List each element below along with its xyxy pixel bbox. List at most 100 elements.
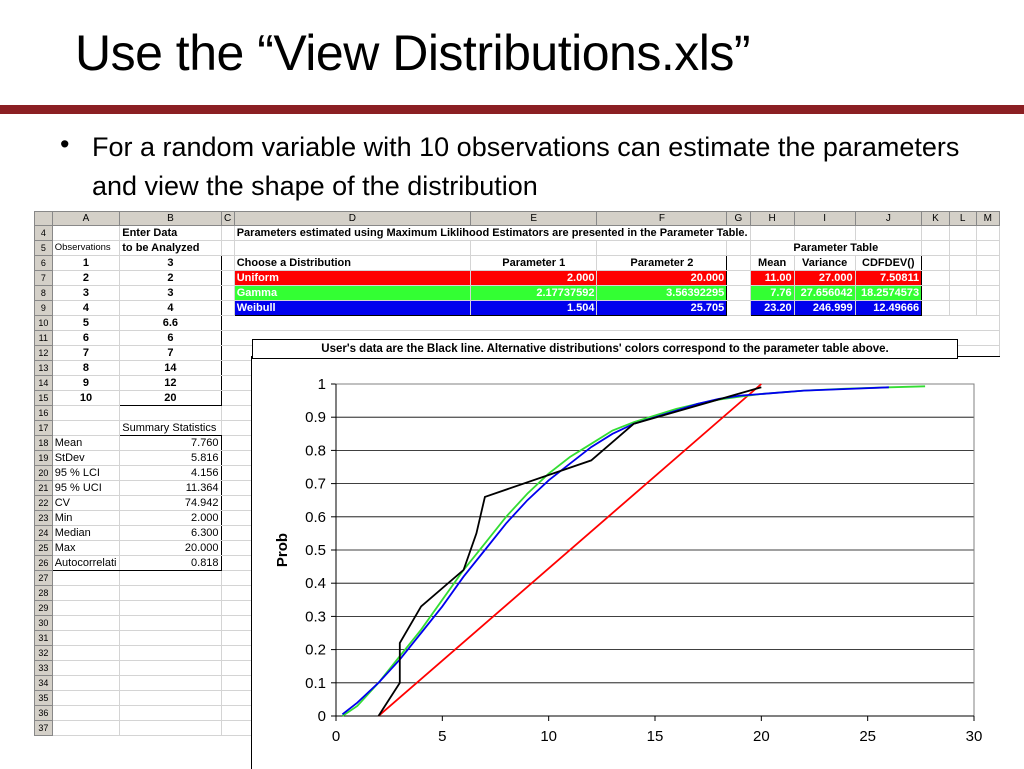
cell[interactable] <box>52 705 121 722</box>
cell[interactable] <box>119 690 222 707</box>
cell[interactable] <box>119 585 222 602</box>
row-header[interactable]: 30 <box>34 615 53 632</box>
cell[interactable] <box>921 255 950 272</box>
cell[interactable] <box>726 285 751 302</box>
uniform-cdfdev[interactable]: 7.50811 <box>855 270 923 287</box>
gamma-cdfdev[interactable]: 18.2574573 <box>855 285 923 302</box>
cell[interactable] <box>52 600 121 617</box>
cell[interactable] <box>52 630 121 647</box>
summary-value[interactable]: 20.000 <box>119 540 222 557</box>
cell[interactable] <box>921 270 950 287</box>
weibull-param2[interactable]: 25.705 <box>596 300 728 317</box>
cell[interactable] <box>976 285 1000 302</box>
uniform-mean[interactable]: 11.00 <box>749 270 795 287</box>
obs-number[interactable]: 8 <box>52 360 121 377</box>
row-header[interactable]: 13 <box>34 360 53 377</box>
summary-label[interactable]: StDev <box>51 450 121 467</box>
obs-number[interactable]: 2 <box>52 270 121 287</box>
cell[interactable] <box>221 315 1000 332</box>
cell[interactable] <box>221 270 235 287</box>
row-header[interactable]: 19 <box>34 450 53 467</box>
column-header[interactable]: M <box>975 211 1000 227</box>
cell[interactable] <box>119 645 222 662</box>
row-header[interactable]: 36 <box>34 705 53 722</box>
cell[interactable] <box>52 720 121 737</box>
cell[interactable] <box>52 420 121 437</box>
summary-label[interactable]: 95 % LCI <box>51 465 121 482</box>
column-header[interactable]: F <box>596 211 728 227</box>
cell[interactable] <box>52 675 121 692</box>
cell[interactable] <box>52 570 121 587</box>
row-header[interactable]: 29 <box>34 600 53 617</box>
column-header[interactable]: I <box>793 211 856 227</box>
gamma-param1[interactable]: 2.17737592 <box>470 285 598 302</box>
row-header[interactable]: 10 <box>34 315 53 332</box>
column-header[interactable]: B <box>119 211 222 227</box>
enter-data-label[interactable]: Enter Data <box>119 225 222 242</box>
uniform-param1[interactable]: 2.000 <box>470 270 598 287</box>
row-header[interactable]: 16 <box>34 405 53 422</box>
obs-value[interactable]: 6.6 <box>119 315 222 332</box>
row-header[interactable]: 24 <box>34 525 53 542</box>
cell[interactable] <box>119 705 222 722</box>
cell[interactable] <box>976 225 1000 242</box>
parameter-table-title[interactable]: Parameter Table <box>750 240 923 257</box>
obs-number[interactable]: 9 <box>52 375 121 392</box>
cell[interactable] <box>726 255 751 272</box>
row-header[interactable]: 33 <box>34 660 53 677</box>
cell[interactable] <box>119 630 222 647</box>
cell[interactable] <box>52 690 121 707</box>
row-header[interactable]: 21 <box>34 480 53 497</box>
summary-value[interactable]: 5.816 <box>119 450 222 467</box>
summary-value[interactable]: 6.300 <box>119 525 222 542</box>
cell[interactable] <box>976 300 1000 317</box>
cell[interactable] <box>119 600 222 617</box>
column-header[interactable]: E <box>469 211 598 227</box>
obs-number[interactable]: 7 <box>52 345 121 362</box>
cell[interactable] <box>52 660 121 677</box>
obs-number[interactable]: 5 <box>52 315 121 332</box>
cell[interactable] <box>221 240 235 257</box>
cell[interactable] <box>949 225 977 242</box>
cell[interactable] <box>949 285 977 302</box>
obs-value[interactable]: 3 <box>119 285 222 302</box>
row-header[interactable]: 11 <box>34 330 53 347</box>
cell[interactable] <box>119 405 222 422</box>
weibull-mean[interactable]: 23.20 <box>749 300 795 317</box>
cell[interactable] <box>52 405 121 422</box>
row-header[interactable]: 7 <box>34 270 53 287</box>
summary-value[interactable]: 0.818 <box>119 555 222 572</box>
cell[interactable] <box>470 240 598 257</box>
gamma-param2[interactable]: 3.56392295 <box>596 285 728 302</box>
obs-value[interactable]: 12 <box>119 375 222 392</box>
cell[interactable] <box>119 570 222 587</box>
cell[interactable] <box>596 240 728 257</box>
cell[interactable] <box>119 660 222 677</box>
obs-value[interactable]: 2 <box>119 270 222 287</box>
summary-value[interactable]: 74.942 <box>119 495 222 512</box>
column-header[interactable]: K <box>921 211 950 227</box>
param-header[interactable]: Parameter 2 <box>596 255 728 272</box>
cell[interactable] <box>976 255 1000 272</box>
obs-value[interactable]: 4 <box>119 300 222 317</box>
obs-number[interactable]: 1 <box>52 255 121 272</box>
chart-caption[interactable]: User's data are the Black line. Alternat… <box>252 339 958 359</box>
summary-label[interactable]: CV <box>51 495 121 512</box>
row-header[interactable]: 20 <box>34 465 53 482</box>
cell[interactable] <box>855 225 923 242</box>
row-header[interactable]: 14 <box>34 375 53 392</box>
cell[interactable] <box>234 240 472 257</box>
cell[interactable] <box>119 720 222 737</box>
cell[interactable] <box>949 300 977 317</box>
cell[interactable] <box>921 300 950 317</box>
row-header[interactable]: 23 <box>34 510 53 527</box>
cell[interactable] <box>52 615 121 632</box>
row-header[interactable]: 5 <box>34 240 53 257</box>
analyze-header[interactable]: to be Analyzed <box>119 240 222 257</box>
cell[interactable] <box>726 300 751 317</box>
obs-value[interactable]: 7 <box>119 345 222 362</box>
param-header[interactable]: Choose a Distribution <box>233 255 472 272</box>
summary-value[interactable]: 2.000 <box>119 510 222 527</box>
mle-note[interactable]: Parameters estimated using Maximum Likli… <box>234 225 751 242</box>
param-header[interactable]: CDFDEV() <box>855 255 923 272</box>
